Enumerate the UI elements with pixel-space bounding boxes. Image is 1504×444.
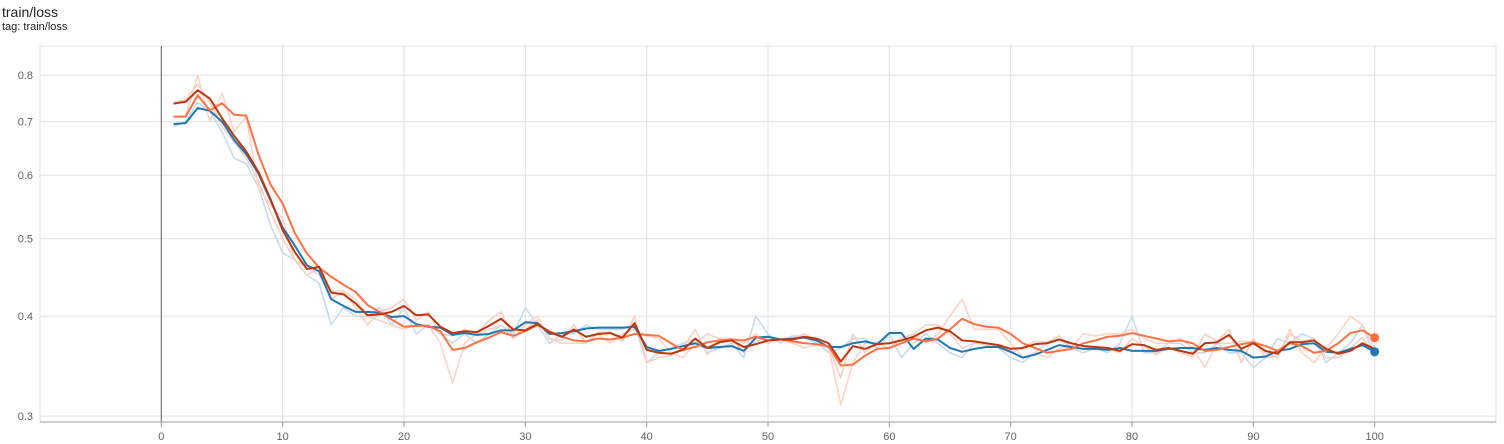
- series-0-raw-line: [173, 101, 1376, 369]
- chart-subtitle: tag: train/loss: [2, 21, 68, 33]
- y-tick-label: 0.5: [18, 234, 33, 246]
- x-tick-label: 70: [1005, 431, 1017, 443]
- x-tick-label: 90: [1247, 431, 1259, 443]
- series-2-raw-line: [173, 83, 1376, 379]
- axes-group: 0 10 20 30 40 50 60 70 80 90 100 0.3 0.4 0.5 0.6 0.7 0.8: [18, 46, 1496, 443]
- x-tick-label: 100: [1365, 431, 1383, 443]
- x-tick-label: 60: [883, 431, 895, 443]
- series-2-smoothed-line[interactable]: [173, 89, 1376, 363]
- x-tick-label: 10: [277, 431, 289, 443]
- x-tick-label: 40: [641, 431, 653, 443]
- x-tick-label: 80: [1126, 431, 1138, 443]
- y-tick-label: 0.7: [18, 117, 33, 129]
- chart-header: train/loss tag: train/loss: [2, 4, 67, 34]
- series-1-end-marker[interactable]: [1370, 333, 1380, 343]
- series-0-end-marker[interactable]: [1370, 347, 1380, 357]
- x-tick-label: 0: [158, 431, 164, 443]
- chart-title: train/loss: [2, 4, 59, 20]
- y-tick-label: 0.3: [18, 411, 33, 423]
- raw-series-group: [173, 74, 1376, 406]
- smoothed-series-group: [173, 89, 1376, 367]
- end-markers-group: [1370, 333, 1380, 357]
- grid-lines: [39, 45, 1497, 423]
- y-tick-label: 0.6: [18, 170, 33, 182]
- series-1-raw-line: [173, 74, 1376, 406]
- y-tick-label: 0.8: [18, 70, 33, 82]
- x-tick-label: 20: [398, 431, 410, 443]
- series-1-smoothed-line[interactable]: [173, 94, 1376, 367]
- y-tick-label: 0.4: [18, 311, 33, 323]
- x-tick-label: 30: [519, 431, 531, 443]
- series-0-smoothed-line[interactable]: [173, 106, 1376, 359]
- x-tick-label: 50: [762, 431, 774, 443]
